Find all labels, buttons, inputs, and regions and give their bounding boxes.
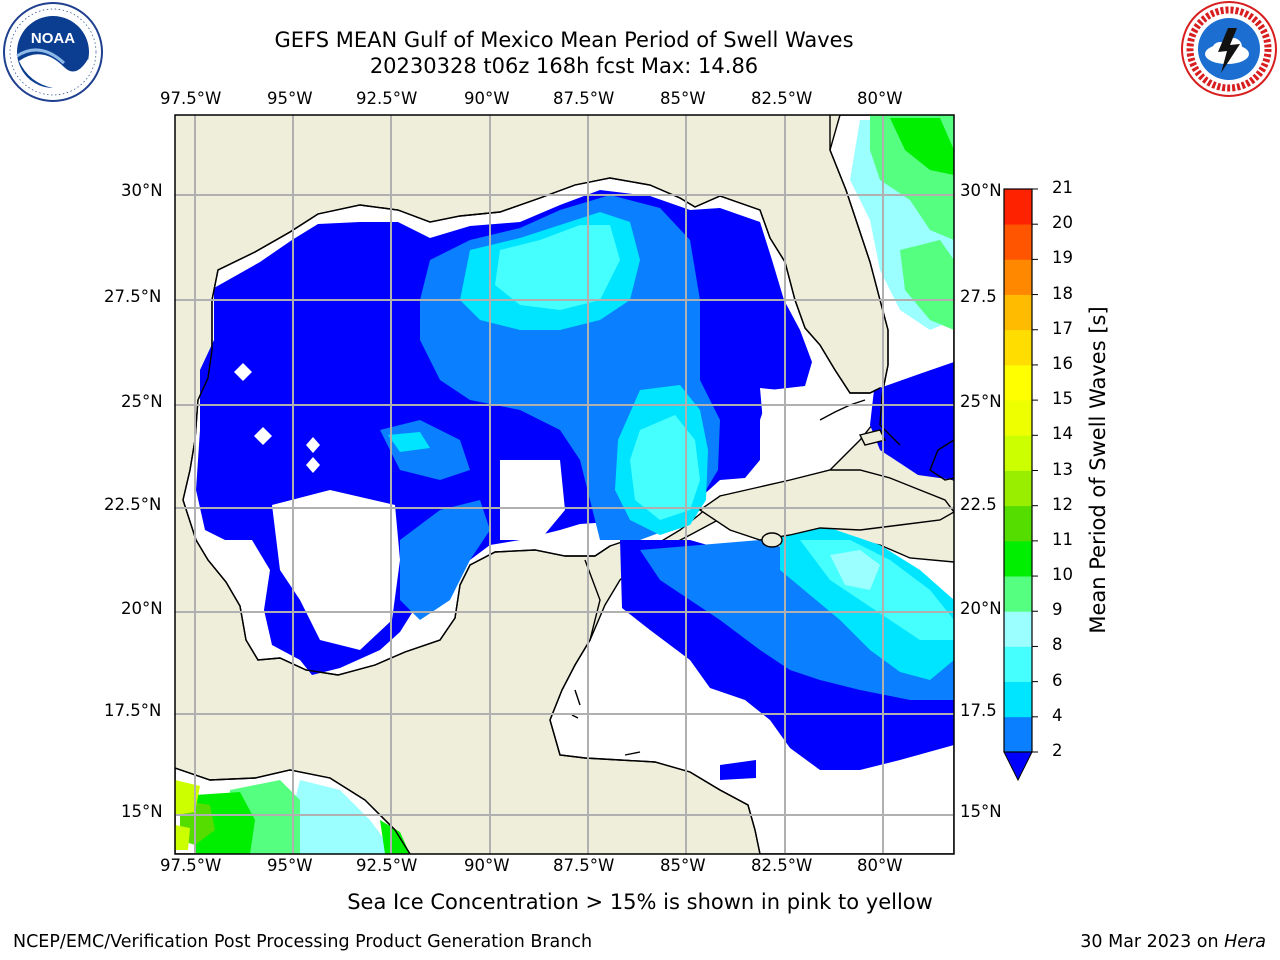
colorbar-tick-label: 14 [1052, 424, 1073, 444]
colorbar-tick-label: 12 [1052, 494, 1073, 514]
lat-label: 25°N [121, 392, 163, 411]
colorbar-segment [1004, 646, 1032, 683]
credit-text: NCEP/EMC/Verification Post Processing Pr… [13, 932, 593, 952]
lat-label: 30°N [960, 181, 1002, 200]
swell-field-gaps [234, 363, 800, 650]
map-title: GEFS MEAN Gulf of Mexico Mean Period of … [274, 28, 854, 52]
lon-label: 90°W [464, 856, 510, 875]
map-subtitle: 20230328 t06z 168h fcst Max: 14.86 [369, 54, 759, 78]
colorbar-tick-label: 13 [1052, 459, 1073, 479]
colorbar-tick-label: 9 [1052, 600, 1063, 620]
lon-label: 97.5°W [160, 856, 222, 875]
colorbar-segment [1004, 329, 1032, 366]
lat-label: 20°N [121, 599, 163, 618]
lat-label: 27.5 [960, 287, 997, 306]
colorbar-segment [1004, 435, 1032, 471]
colorbar-tick-label: 10 [1052, 565, 1073, 585]
map-canvas [175, 115, 954, 854]
colorbar [1003, 188, 1038, 782]
colorbar-segment [1004, 364, 1032, 401]
colorbar-tick-label: 18 [1052, 283, 1073, 303]
colorbar-tick-label: 19 [1052, 248, 1073, 268]
lat-label: 27.5°N [104, 287, 162, 306]
lat-label: 15°N [960, 802, 1002, 821]
colorbar-segment [1004, 576, 1032, 612]
lon-label: 90°W [464, 89, 510, 108]
colorbar-tick-label: 4 [1052, 705, 1063, 725]
lat-label: 20°N [960, 599, 1002, 618]
lat-label: 25°N [960, 392, 1002, 411]
lon-label: 85°W [660, 856, 706, 875]
colorbar-tick-label: 8 [1052, 635, 1063, 655]
map-frame [174, 114, 955, 855]
lon-label: 82.5°W [751, 89, 813, 108]
colorbar-segment [1004, 611, 1032, 647]
colorbar-segment [1004, 294, 1032, 331]
colorbar-segment [1004, 400, 1032, 436]
nws-logo-icon [1181, 1, 1277, 97]
graticule [175, 115, 954, 854]
lon-label: 92.5°W [356, 89, 418, 108]
sea-ice-note: Sea Ice Concentration > 15% is shown in … [347, 890, 933, 914]
coastlines [175, 115, 954, 854]
colorbar-tick-label: 6 [1052, 670, 1063, 690]
lat-label: 17.5 [960, 701, 997, 720]
lat-label: 22.5 [960, 495, 997, 514]
colorbar-segment [1004, 681, 1032, 718]
lon-label: 85°W [660, 89, 706, 108]
swell-field-10-11 [195, 118, 954, 854]
lon-label: 82.5°W [751, 856, 813, 875]
colorbar-segment [1004, 189, 1032, 225]
lon-label: 80°W [857, 856, 903, 875]
colorbar-segment [1004, 540, 1032, 577]
colorbar-ticks [1032, 188, 1038, 753]
lon-label: 95°W [267, 856, 313, 875]
colorbar-label: Mean Period of Swell Waves [s] [1086, 306, 1110, 634]
colorbar-tick-label: 2 [1052, 741, 1063, 760]
lon-label: 80°W [857, 89, 903, 108]
generated-date: 30 Mar 2023 on Hera [1080, 932, 1266, 952]
colorbar-tick-label: 17 [1052, 318, 1073, 338]
colorbar-tick-label: 15 [1052, 389, 1073, 409]
lat-label: 17.5°N [104, 701, 162, 720]
colorbar-segment [1004, 470, 1032, 507]
colorbar-segment [1004, 224, 1032, 260]
colorbar-segments [1004, 189, 1032, 753]
lon-label: 95°W [267, 89, 313, 108]
colorbar-segment [1004, 505, 1032, 542]
noaa-logo-text: NOAA [31, 30, 75, 47]
colorbar-tick-label: 20 [1052, 213, 1073, 233]
colorbar-segment [1004, 716, 1032, 753]
lon-label: 87.5°W [553, 89, 615, 108]
lat-label: 22.5°N [104, 495, 162, 514]
colorbar-tick-label: 11 [1052, 529, 1073, 549]
noaa-logo-icon: NOAA [3, 2, 103, 102]
colorbar-tick-label: 16 [1052, 353, 1073, 373]
colorbar-tick-label: 21 [1052, 178, 1073, 197]
colorbar-segment [1004, 259, 1032, 295]
lon-label: 87.5°W [553, 856, 615, 875]
swell-field-12-14 [175, 780, 200, 850]
lat-label: 15°N [121, 802, 163, 821]
colorbar-extend-arrow [1003, 751, 1033, 782]
lon-label: 92.5°W [356, 856, 418, 875]
lon-label: 97.5°W [160, 89, 222, 108]
lat-label: 30°N [121, 181, 163, 200]
